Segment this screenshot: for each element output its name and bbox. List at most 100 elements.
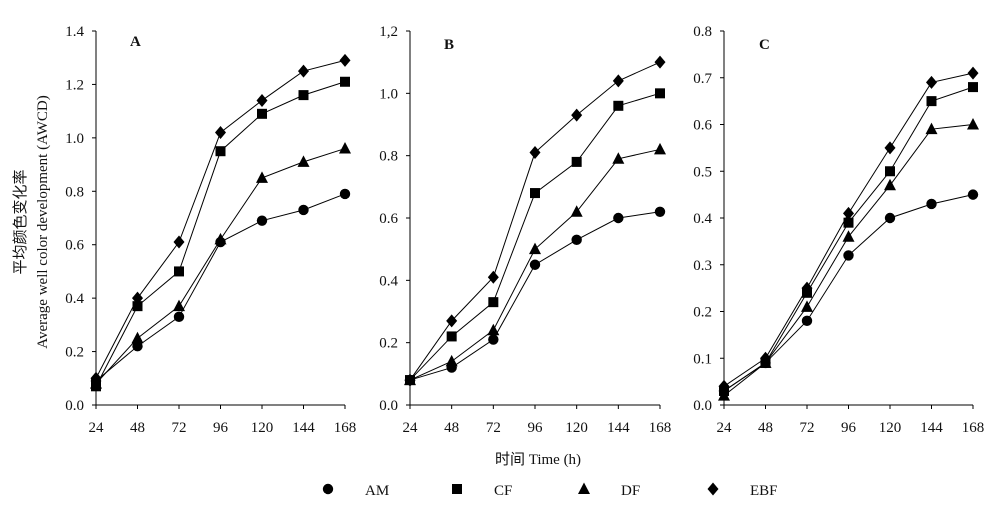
data-point bbox=[446, 331, 457, 342]
y-tick-label: 0.0 bbox=[379, 398, 398, 414]
data-point bbox=[132, 291, 143, 305]
data-point bbox=[487, 270, 499, 284]
y-tick-label: 0.7 bbox=[693, 71, 712, 87]
x-tick-label: 48 bbox=[758, 420, 773, 436]
x-tick-label: 72 bbox=[800, 420, 815, 436]
data-point bbox=[173, 299, 185, 312]
y-tick-label: 0.1 bbox=[693, 351, 712, 367]
data-point bbox=[612, 152, 625, 164]
y-axis-label-en: Average well color development (AWCD) bbox=[35, 95, 51, 348]
data-point bbox=[718, 379, 730, 393]
x-tick-label: 24 bbox=[89, 420, 105, 436]
data-point bbox=[132, 301, 143, 312]
chart-panel-b: 0.0 0.2 0.4 0.6 0.8 1.0 1,2 24 48 72 96 120 144 168 B bbox=[379, 24, 671, 436]
data-point bbox=[843, 217, 854, 228]
data-point bbox=[131, 331, 144, 344]
series-line bbox=[409, 211, 661, 381]
data-point bbox=[884, 178, 896, 191]
y-axis-label-cn: 平均颜色变化率 bbox=[12, 169, 29, 274]
x-tick-label: 96 bbox=[528, 420, 544, 436]
data-point bbox=[297, 155, 310, 167]
data-point bbox=[571, 108, 583, 122]
data-point bbox=[655, 88, 665, 99]
x-tick-label: 24 bbox=[717, 420, 733, 436]
series-df bbox=[404, 142, 666, 386]
data-point bbox=[654, 206, 666, 217]
data-point bbox=[256, 215, 268, 226]
y-tick-label: 0.4 bbox=[379, 273, 398, 289]
legend-marker bbox=[452, 484, 462, 494]
legend-marker bbox=[322, 483, 334, 495]
data-point bbox=[530, 188, 540, 199]
data-point bbox=[654, 142, 666, 155]
y-tick-label: 0.8 bbox=[693, 24, 712, 40]
data-point bbox=[885, 166, 895, 177]
x-tick-label: 168 bbox=[649, 420, 672, 436]
data-point bbox=[339, 53, 351, 67]
data-point bbox=[654, 55, 666, 69]
data-point bbox=[801, 300, 813, 312]
data-point bbox=[570, 205, 583, 217]
y-tick-label: 0.8 bbox=[65, 184, 84, 200]
data-point bbox=[340, 76, 350, 87]
x-tick-label: 144 bbox=[607, 420, 630, 436]
x-axis-label: 时间 Time (h) bbox=[495, 451, 581, 468]
x-tick-label: 24 bbox=[403, 420, 419, 436]
y-tick-label: 1.0 bbox=[379, 86, 398, 102]
panel-label: A bbox=[130, 34, 141, 50]
y-tick-label: 0.0 bbox=[693, 398, 712, 414]
x-tick-label: 48 bbox=[130, 420, 145, 436]
series-line bbox=[723, 72, 974, 387]
data-point bbox=[613, 100, 624, 111]
legend-marker bbox=[578, 482, 590, 494]
y-tick-label: 0.6 bbox=[379, 211, 398, 227]
x-tick-label: 120 bbox=[565, 420, 588, 436]
x-tick-label: 120 bbox=[879, 420, 902, 436]
y-tick-label: 0.2 bbox=[379, 336, 398, 352]
legend-item-df: DF bbox=[578, 482, 640, 499]
chart-panels: 0.0 0.2 0.4 0.6 0.8 1.0 1.2 1.4 24 48 72 96 120 144 16… bbox=[65, 24, 984, 436]
data-point bbox=[215, 146, 226, 157]
series-line bbox=[95, 59, 346, 379]
y-tick-label: 0.4 bbox=[693, 211, 712, 227]
x-tick-label: 48 bbox=[444, 420, 459, 436]
data-point bbox=[718, 389, 730, 401]
x-tick-label: 144 bbox=[920, 420, 943, 436]
legend-item-am: AM bbox=[322, 483, 389, 499]
data-point bbox=[926, 198, 937, 210]
data-point bbox=[257, 108, 267, 119]
x-tick-label: 72 bbox=[172, 420, 187, 436]
y-tick-label: 0.4 bbox=[65, 291, 84, 307]
y-tick-label: 0.6 bbox=[65, 238, 84, 254]
data-point bbox=[404, 373, 416, 387]
data-point bbox=[968, 82, 978, 93]
data-point bbox=[214, 232, 227, 245]
series-cf bbox=[405, 88, 665, 386]
series-am bbox=[90, 188, 351, 387]
panel-label: B bbox=[444, 37, 454, 53]
data-point bbox=[173, 235, 185, 249]
y-tick-label: 0.5 bbox=[693, 164, 712, 180]
series-ebf bbox=[718, 66, 979, 393]
data-point bbox=[926, 96, 937, 107]
data-point bbox=[926, 75, 937, 89]
legend-item-ebf: EBF bbox=[707, 482, 778, 499]
y-tick-label: 0.8 bbox=[379, 149, 398, 165]
y-tick-label: 1.4 bbox=[65, 24, 84, 40]
y-tick-label: 1.2 bbox=[65, 77, 84, 93]
y-tick-label: 0.0 bbox=[65, 398, 84, 414]
data-point bbox=[298, 64, 309, 78]
x-tick-label: 144 bbox=[292, 420, 315, 436]
data-point bbox=[529, 146, 541, 160]
chart-panel-a: 0.0 0.2 0.4 0.6 0.8 1.0 1.2 1.4 24 48 72 96 120 144 16… bbox=[65, 24, 356, 436]
legend: AM CF DF EBF bbox=[322, 482, 778, 499]
y-tick-label: 1.0 bbox=[65, 131, 84, 147]
x-tick-label: 168 bbox=[334, 420, 357, 436]
panel-label: C bbox=[759, 37, 770, 53]
series-ebf bbox=[404, 55, 666, 387]
data-point bbox=[760, 351, 771, 365]
data-point bbox=[967, 66, 979, 80]
y-tick-label: 0.3 bbox=[693, 258, 712, 274]
data-point bbox=[529, 242, 541, 255]
